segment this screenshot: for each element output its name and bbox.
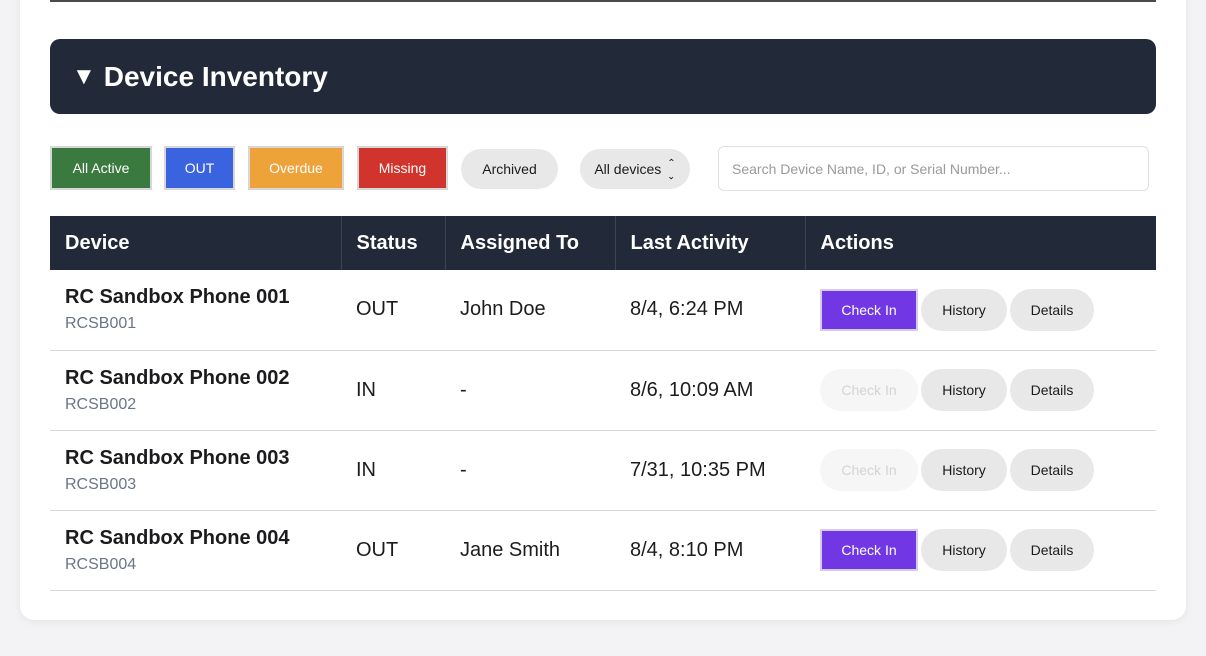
device-cell: RC Sandbox Phone 002 RCSB002 [50, 350, 341, 431]
col-actions: Actions [805, 216, 1156, 270]
table-header-row: Device Status Assigned To Last Activity … [50, 216, 1156, 270]
col-assigned: Assigned To [445, 216, 616, 270]
check-in-button-disabled: Check In [820, 449, 918, 491]
filter-out-button[interactable]: OUT [164, 146, 235, 190]
assigned-cell: John Doe [445, 270, 615, 351]
filter-overdue-button[interactable]: Overdue [248, 146, 344, 190]
select-updown-icon: ⌃ ⌃ [667, 158, 676, 181]
last-activity-cell: 7/31, 10:35 PM [615, 430, 805, 511]
device-cell: RC Sandbox Phone 001 RCSB001 [50, 270, 341, 351]
top-divider [50, 0, 1156, 2]
device-select-value: All devices [594, 161, 662, 177]
search-input[interactable] [718, 146, 1149, 191]
device-table: Device Status Assigned To Last Activity … [50, 216, 1156, 591]
details-button[interactable]: Details [1010, 288, 1094, 331]
device-id: RCSB001 [65, 315, 137, 333]
table-row: RC Sandbox Phone 002 RCSB002 IN - 8/6, 1… [50, 350, 1156, 431]
device-cell: RC Sandbox Phone 004 RCSB004 [50, 510, 341, 591]
check-in-button-disabled: Check In [820, 369, 918, 411]
table-row: RC Sandbox Phone 001 RCSB001 OUT John Do… [50, 270, 1156, 351]
table-row: RC Sandbox Phone 003 RCSB003 IN - 7/31, … [50, 430, 1156, 511]
col-last-activity: Last Activity [615, 216, 806, 270]
details-button[interactable]: Details [1010, 449, 1094, 491]
device-type-select[interactable]: All devices ⌃ ⌃ [580, 149, 690, 189]
actions-cell: Check In History Details [805, 430, 1156, 511]
device-id: RCSB004 [65, 555, 137, 573]
status-cell: IN [341, 430, 445, 511]
filter-all-active-button[interactable]: All Active [50, 146, 152, 190]
device-cell: RC Sandbox Phone 003 RCSB003 [50, 430, 341, 511]
col-device: Device [50, 216, 342, 270]
last-activity-cell: 8/4, 8:10 PM [615, 510, 805, 591]
assigned-cell: - [445, 350, 615, 431]
device-name[interactable]: RC Sandbox Phone 002 [65, 366, 290, 389]
device-name[interactable]: RC Sandbox Phone 001 [65, 286, 290, 309]
actions-cell: Check In History Details [805, 510, 1156, 591]
device-name[interactable]: RC Sandbox Phone 004 [65, 526, 290, 549]
filter-bar: All Active OUT Overdue Missing Archived … [50, 146, 1156, 191]
device-id: RCSB002 [65, 395, 137, 413]
device-name[interactable]: RC Sandbox Phone 003 [65, 446, 290, 469]
filter-missing-button[interactable]: Missing [357, 146, 448, 190]
history-button[interactable]: History [921, 288, 1007, 331]
filter-archived-button[interactable]: Archived [461, 149, 558, 189]
col-status: Status [341, 216, 446, 270]
history-button[interactable]: History [921, 369, 1007, 411]
assigned-cell: Jane Smith [445, 510, 615, 591]
collapse-triangle-icon: ▼ [72, 62, 96, 90]
device-inventory-header[interactable]: ▼ Device Inventory [50, 39, 1156, 114]
status-cell: OUT [341, 270, 445, 351]
status-cell: IN [341, 350, 445, 431]
table-row: RC Sandbox Phone 004 RCSB004 OUT Jane Sm… [50, 510, 1156, 591]
check-in-button[interactable]: Check In [820, 529, 918, 571]
actions-cell: Check In History Details [805, 270, 1156, 351]
history-button[interactable]: History [921, 449, 1007, 491]
last-activity-cell: 8/6, 10:09 AM [615, 350, 805, 431]
check-in-button[interactable]: Check In [820, 288, 918, 331]
details-button[interactable]: Details [1010, 529, 1094, 571]
last-activity-cell: 8/4, 6:24 PM [615, 270, 805, 351]
details-button[interactable]: Details [1010, 369, 1094, 411]
assigned-cell: - [445, 430, 615, 511]
history-button[interactable]: History [921, 529, 1007, 571]
device-id: RCSB003 [65, 475, 137, 493]
section-title: Device Inventory [103, 60, 328, 92]
status-cell: OUT [341, 510, 445, 591]
actions-cell: Check In History Details [805, 350, 1156, 431]
